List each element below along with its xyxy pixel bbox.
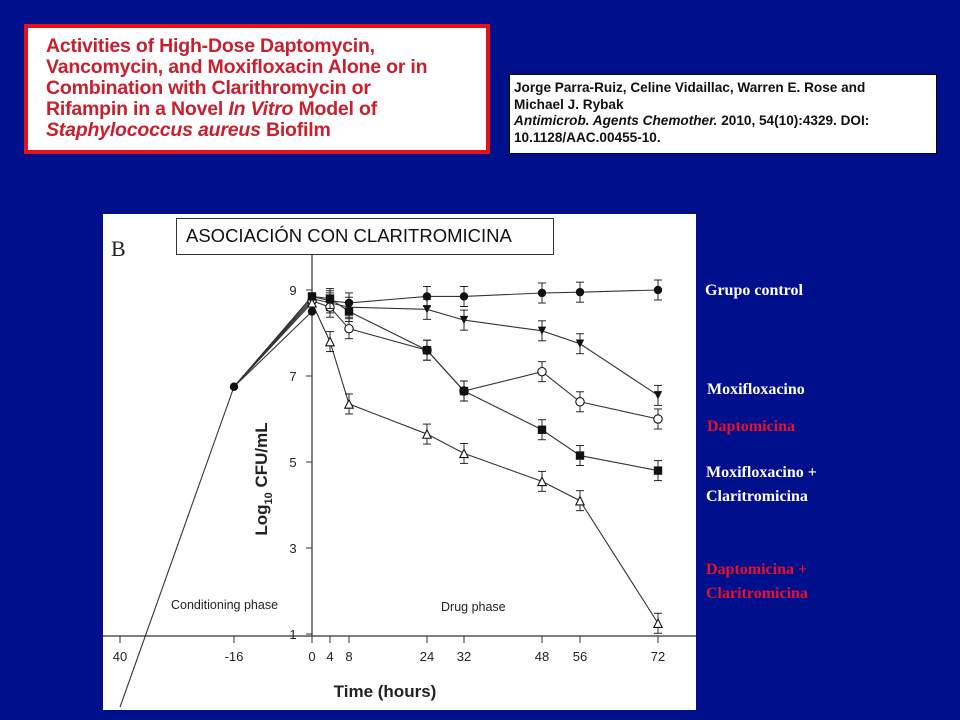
legend-label: Claritromicina [706, 488, 808, 505]
article-title-box: Activities of High-Dose Daptomycin, Vanc… [24, 24, 490, 154]
x-tick-label: 40 [113, 649, 127, 664]
y-axis-label: Log10 CFU/mL [252, 422, 275, 535]
y-tick-label: 1 [289, 627, 296, 642]
journal-name: Antimicrob. Agents Chemother. [514, 113, 718, 128]
phase-label: Conditioning phase [171, 598, 278, 612]
data-point [653, 391, 663, 400]
title-line: Staphylococcus aureus Biofilm [46, 120, 476, 141]
citation-box: Jorge Parra-Ruiz, Celine Vidaillac, Warr… [509, 74, 937, 154]
data-point [537, 288, 547, 298]
doi: 10.1128/AAC.00455-10. [514, 129, 661, 145]
data-point [537, 326, 547, 336]
legend-label: Moxifloxacino + [706, 464, 817, 481]
x-tick-label: 24 [420, 649, 434, 664]
x-tick-label: 8 [345, 649, 352, 664]
x-tick-label: 72 [651, 649, 665, 664]
conditioning-line [233, 302, 313, 388]
data-point [229, 382, 239, 391]
data-point [537, 425, 547, 434]
data-point [422, 305, 432, 314]
y-tick-label: 5 [289, 455, 296, 470]
reference-line: Antimicrob. Agents Chemother. 2010, 54(1… [514, 113, 932, 130]
conditioning-line [119, 386, 235, 708]
y-tick-label: 9 [289, 283, 296, 298]
x-axis-label: Time (hours) [334, 682, 437, 701]
title-text: Biofilm [265, 119, 331, 141]
conditioning-line [233, 311, 313, 388]
title-text: Model of [298, 98, 377, 120]
data-point [653, 466, 663, 475]
data-point [536, 475, 548, 487]
legend-label: Daptomicina + [706, 561, 808, 578]
data-point [537, 366, 547, 377]
title-italic: In Vitro [228, 98, 294, 120]
data-point [307, 307, 317, 316]
data-point [652, 617, 664, 629]
y-axis-label-main: Log [252, 504, 271, 535]
x-tick-label: 56 [573, 649, 587, 664]
data-point [575, 451, 585, 460]
data-point [344, 307, 354, 316]
data-point [459, 386, 469, 396]
data-point [574, 495, 586, 506]
association-label: ASOCIACIÓN CON CLARITROMICINA [176, 218, 554, 255]
series-line [233, 289, 659, 388]
chart-panel: B 1 3 5 7 9 40 -16 0 4 8 24 32 48 56 72 Time (hours) Log1… [103, 214, 696, 710]
title-line: Combination with Clarithromycin or [46, 77, 371, 99]
data-point [324, 336, 336, 347]
data-point [421, 428, 433, 439]
reference-details: 2010, 54(10):4329. DOI: [721, 113, 870, 128]
authors-line: Michael J. Rybak [514, 96, 624, 112]
title-italic: Staphylococcus aureus [46, 119, 261, 141]
y-tick-label: 3 [289, 541, 296, 556]
data-point [343, 398, 355, 409]
data-point [459, 315, 469, 325]
x-tick-label: 32 [457, 649, 471, 664]
y-axis-label-rest: CFU/mL [252, 422, 271, 492]
data-point [344, 323, 354, 334]
legend-label: Daptomicina [707, 418, 795, 435]
x-tick-label: 4 [326, 649, 333, 664]
legend-label: Claritromicina [706, 585, 808, 602]
legend-label: Grupo control [705, 282, 803, 299]
y-axis-label-sub: 10 [263, 492, 275, 504]
data-point [653, 285, 663, 295]
data-point [575, 287, 585, 297]
article-title: Activities of High-Dose Daptomycin, Vanc… [46, 36, 476, 141]
title-line: Vancomycin, and Moxifloxacin Alone or in [46, 56, 428, 78]
data-point [422, 292, 432, 301]
x-tick-label: 0 [308, 649, 315, 664]
data-point [575, 397, 585, 407]
panel-letter: B [111, 236, 126, 261]
data-point [307, 292, 317, 301]
x-tick-label: 48 [535, 649, 549, 664]
series-line [311, 298, 659, 396]
data-point [459, 292, 469, 301]
title-line: Activities of High-Dose Daptomycin, [46, 35, 375, 57]
title-text: Rifampin in a Novel [46, 98, 224, 120]
data-point [575, 339, 585, 348]
series-line [311, 302, 659, 624]
data-point [325, 294, 335, 303]
data-point [458, 447, 470, 459]
legend-label: Moxifloxacino [707, 381, 805, 398]
y-tick-label: 7 [289, 369, 296, 384]
title-line: Rifampin in a Novel In Vitro Model of [46, 99, 476, 120]
x-tick-label: -16 [225, 649, 244, 664]
data-point [306, 297, 318, 308]
data-point [653, 414, 663, 424]
phase-label: Drug phase [441, 600, 506, 614]
authors-line: Jorge Parra-Ruiz, Celine Vidaillac, Warr… [514, 80, 866, 95]
data-point [422, 346, 432, 355]
